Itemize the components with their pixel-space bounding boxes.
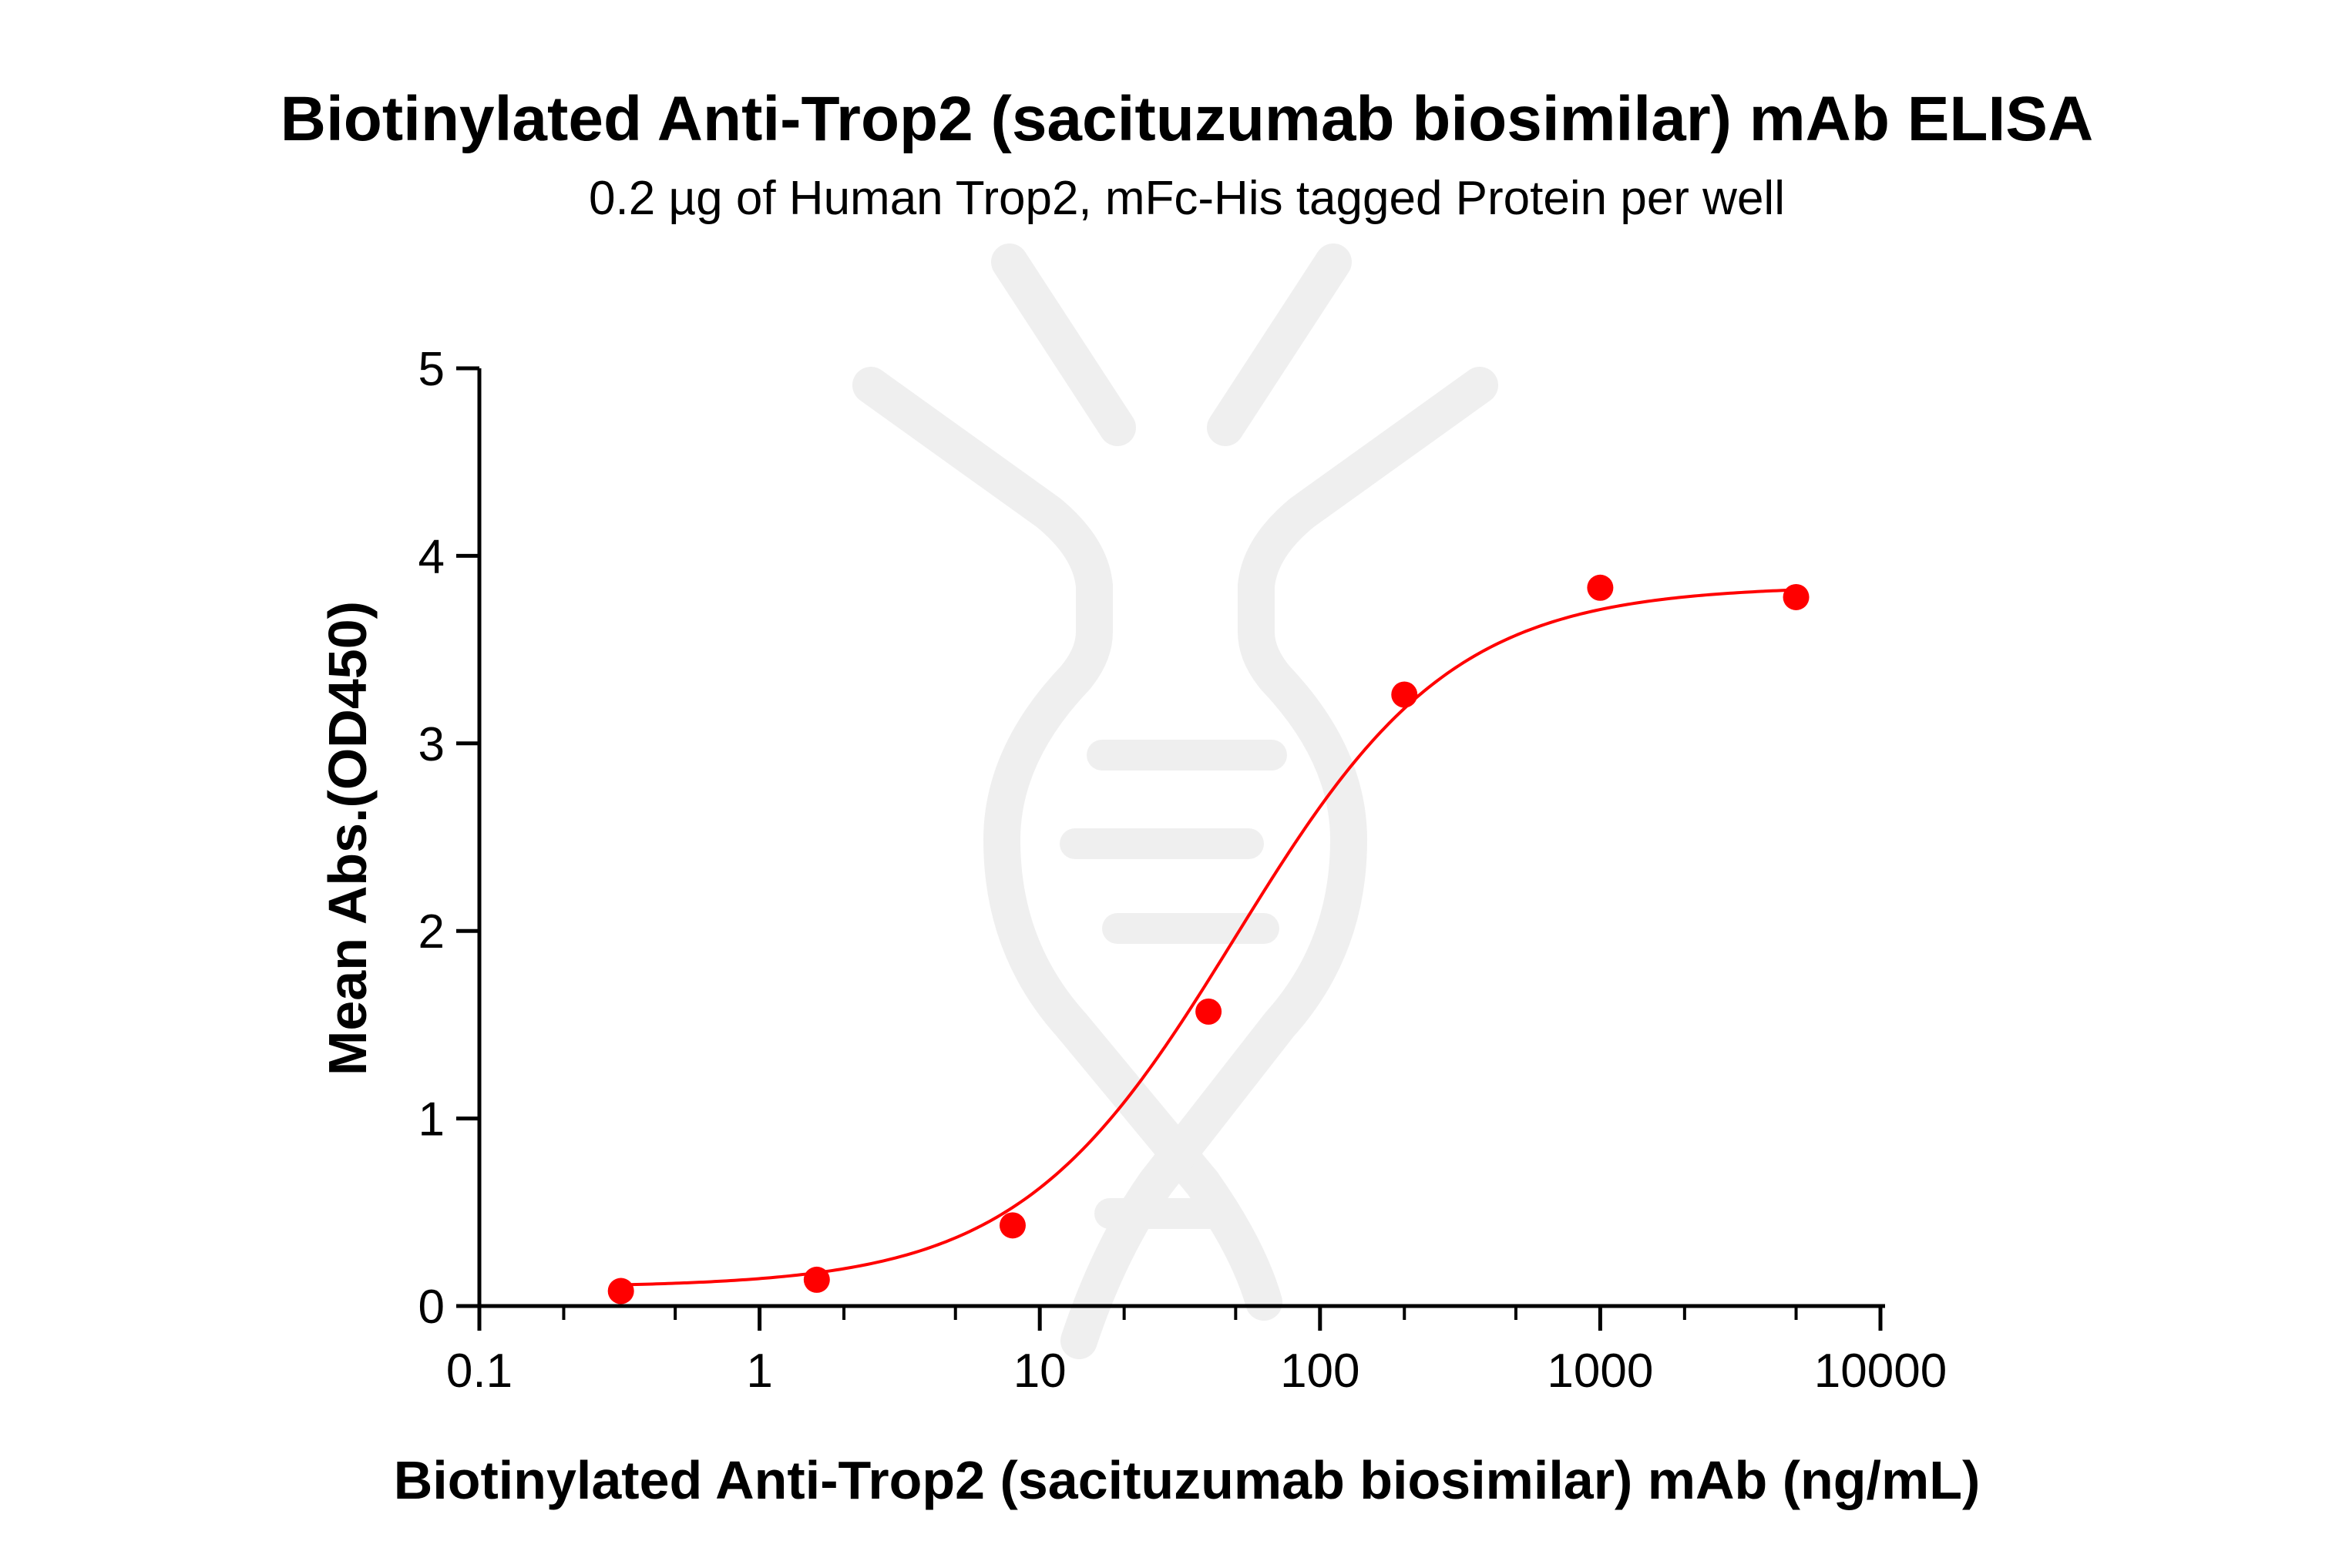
x-ticks: 0.1 1 10 100 1000 10000 xyxy=(446,1306,1947,1398)
x-axis: 0.1 1 10 100 1000 10000 xyxy=(446,1304,1947,1398)
y-tick-label: 3 xyxy=(418,718,445,771)
data-point xyxy=(1783,583,1810,610)
data-point xyxy=(803,1266,830,1293)
data-point xyxy=(607,1278,634,1304)
y-ticks: 0 1 2 3 4 5 xyxy=(418,343,479,1334)
y-tick-label: 5 xyxy=(418,343,445,396)
data-point xyxy=(1587,574,1614,601)
data-points xyxy=(607,574,1810,1304)
y-axis: 0 1 2 3 4 5 xyxy=(418,343,482,1334)
x-tick-label: 1000 xyxy=(1547,1345,1653,1398)
y-tick-label: 0 xyxy=(418,1281,445,1334)
x-tick-label: 10000 xyxy=(1814,1345,1947,1398)
x-tick-label: 100 xyxy=(1280,1345,1359,1398)
x-axis-label: Biotinylated Anti-Trop2 (sacituzumab bio… xyxy=(394,1450,1981,1510)
y-tick-label: 1 xyxy=(418,1093,445,1147)
y-tick-label: 2 xyxy=(418,905,445,959)
chart-subtitle: 0.2 µg of Human Trop2, mFc-His tagged Pr… xyxy=(589,172,1785,225)
data-point xyxy=(1195,998,1222,1025)
data-point xyxy=(999,1212,1026,1239)
y-axis-label: Mean Abs.(OD450) xyxy=(318,601,378,1076)
data-point xyxy=(1391,681,1418,708)
x-tick-label: 1 xyxy=(746,1345,772,1398)
x-tick-label: 0.1 xyxy=(446,1345,512,1398)
y-tick-label: 4 xyxy=(418,530,445,583)
plot-area xyxy=(607,574,1810,1304)
watermark-logo xyxy=(852,243,1498,1359)
chart-title: Biotinylated Anti-Trop2 (sacituzumab bio… xyxy=(281,84,2093,154)
x-tick-label: 10 xyxy=(1013,1345,1067,1398)
